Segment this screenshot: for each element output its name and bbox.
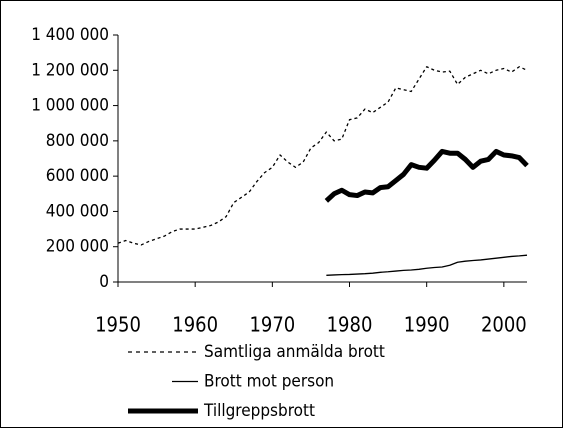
y-tick-label: 1 400 000: [31, 25, 109, 45]
x-tick-label: 1990: [404, 313, 450, 337]
y-tick-label: 1 200 000: [31, 60, 109, 80]
y-tick-label: 800 000: [46, 131, 109, 151]
y-tick-label: 600 000: [46, 166, 109, 186]
legend-label: Tillgreppsbrott: [203, 401, 315, 421]
series-line: [326, 254, 528, 276]
x-tick-label: 1980: [327, 313, 373, 337]
y-tick-label: 1 000 000: [31, 96, 109, 116]
x-tick-label: 2000: [481, 313, 527, 337]
series-line: [117, 66, 528, 246]
series-line: [324, 148, 529, 203]
x-tick-label: 1960: [172, 313, 218, 337]
y-tick-label: 200 000: [46, 237, 109, 257]
y-tick-label: 0: [99, 272, 109, 292]
y-tick-label: 400 000: [46, 201, 109, 221]
legend-label: Samtliga anmälda brott: [204, 342, 385, 362]
legend-label: Brott mot person: [204, 372, 334, 392]
x-tick-label: 1950: [95, 313, 141, 337]
x-tick-label: 1970: [249, 313, 295, 337]
